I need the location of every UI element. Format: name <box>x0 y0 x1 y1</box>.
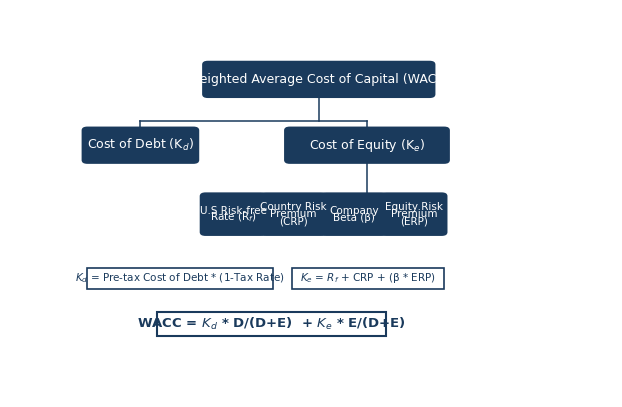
FancyBboxPatch shape <box>87 268 273 289</box>
FancyBboxPatch shape <box>320 193 388 236</box>
FancyBboxPatch shape <box>284 127 450 164</box>
Text: Premium: Premium <box>270 209 317 219</box>
Text: Country Risk: Country Risk <box>260 202 327 212</box>
Text: WACC = $K_d$ * D/(D+E)  + $K_e$ * E/(D+E): WACC = $K_d$ * D/(D+E) + $K_e$ * E/(D+E) <box>137 316 406 332</box>
Text: Equity Risk: Equity Risk <box>385 202 443 212</box>
Text: $K_e$ = $R_f$ + CRP + (β * ERP): $K_e$ = $R_f$ + CRP + (β * ERP) <box>300 271 436 285</box>
Text: (ERP): (ERP) <box>400 216 428 226</box>
FancyBboxPatch shape <box>292 268 444 289</box>
Text: Cost of Debt (K$_d$): Cost of Debt (K$_d$) <box>87 137 194 153</box>
FancyBboxPatch shape <box>381 193 447 236</box>
Text: Premium: Premium <box>391 209 437 219</box>
FancyBboxPatch shape <box>200 193 267 236</box>
Text: Cost of Equity (K$_e$): Cost of Equity (K$_e$) <box>309 137 425 154</box>
Text: (CRP): (CRP) <box>279 216 308 226</box>
FancyBboxPatch shape <box>157 312 386 336</box>
Text: U.S Risk-free: U.S Risk-free <box>200 206 267 216</box>
Text: Weighted Average Cost of Capital (WACC): Weighted Average Cost of Capital (WACC) <box>188 73 450 86</box>
FancyBboxPatch shape <box>81 127 199 164</box>
FancyBboxPatch shape <box>202 61 435 98</box>
Text: Beta (β): Beta (β) <box>333 212 374 223</box>
Text: Rate (R$_f$): Rate (R$_f$) <box>210 211 256 224</box>
Text: $K_d$ = Pre-tax Cost of Debt * (1-Tax Rate): $K_d$ = Pre-tax Cost of Debt * (1-Tax Ra… <box>75 271 285 285</box>
FancyBboxPatch shape <box>260 193 327 236</box>
Text: Company: Company <box>329 206 379 216</box>
